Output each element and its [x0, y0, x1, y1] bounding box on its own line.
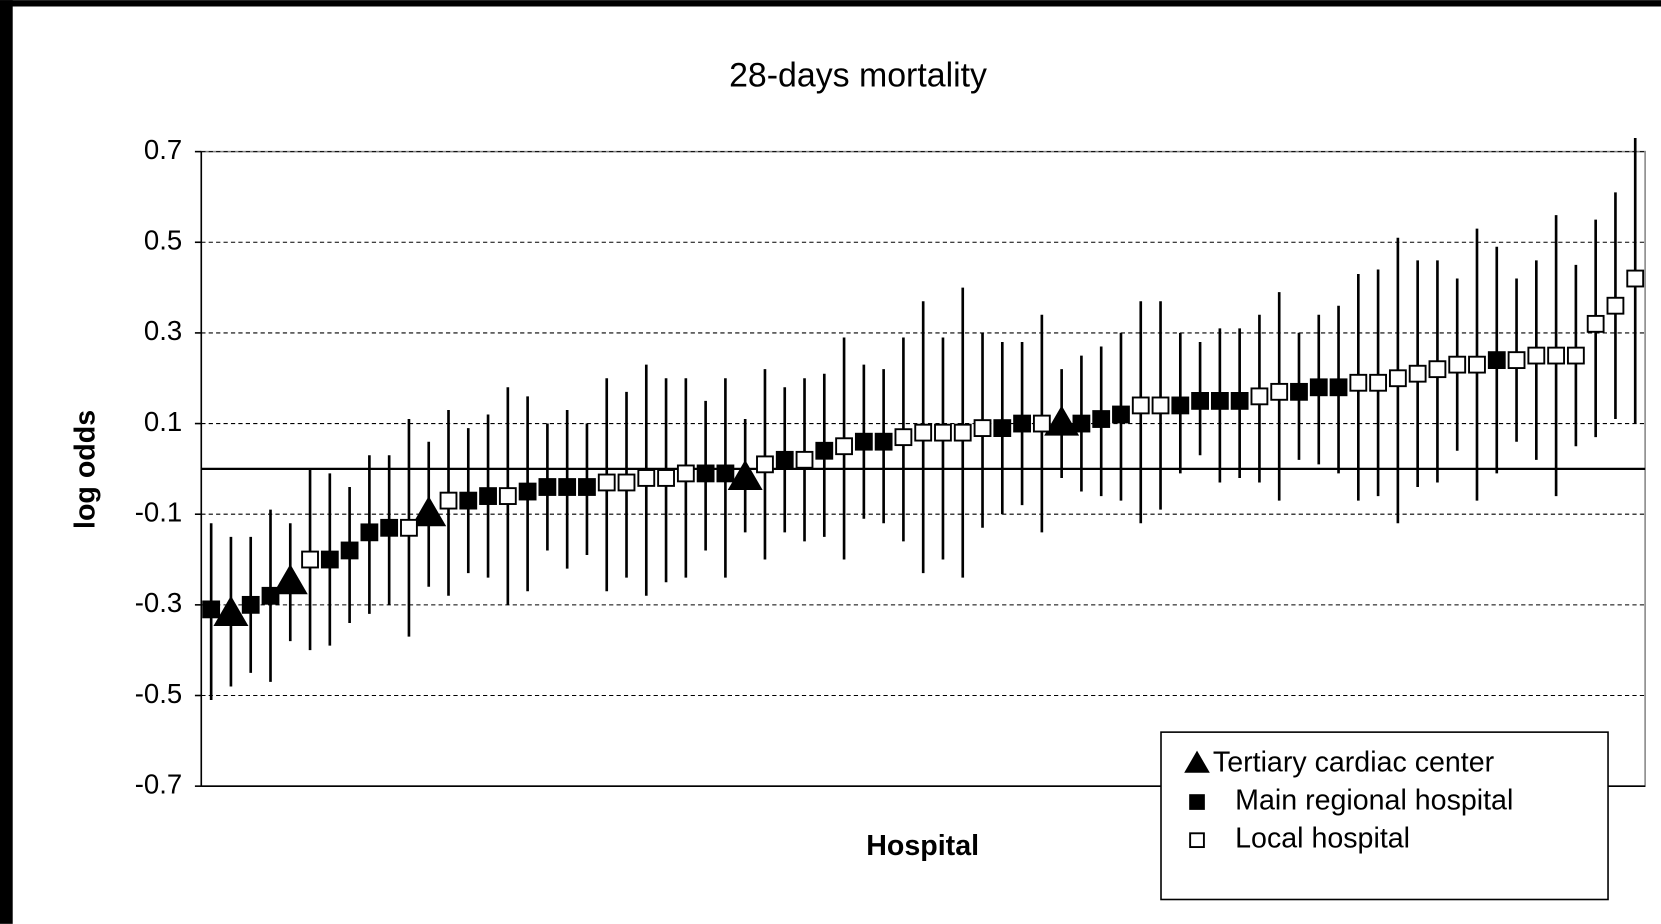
chart-title: 28-days mortality: [729, 56, 987, 94]
open-square-marker: [617, 473, 636, 492]
open-square-marker: [756, 455, 774, 474]
x-axis-label: Hospital: [866, 830, 979, 862]
open-square-marker: [1448, 355, 1467, 374]
open-square-marker: [1566, 346, 1585, 365]
triangle-marker: [1184, 750, 1210, 773]
filled-square-marker: [360, 523, 379, 542]
filled-square-marker: [716, 464, 735, 483]
filled-square-marker: [775, 450, 794, 469]
filled-square-marker: [261, 586, 280, 605]
open-square-marker: [1626, 269, 1645, 288]
legend-box: [1160, 731, 1609, 901]
open-square-marker: [795, 450, 814, 469]
open-square-marker: [953, 423, 972, 442]
open-square-marker: [1369, 373, 1387, 392]
legend-label: Local hospital: [1235, 823, 1410, 855]
open-square-marker: [1270, 382, 1289, 401]
filled-square-marker: [1072, 414, 1091, 433]
open-square-marker: [914, 423, 933, 442]
open-square-marker: [1586, 314, 1605, 333]
filled-square-marker: [1487, 351, 1506, 370]
filled-square-marker: [1309, 378, 1328, 397]
triangle-marker: [1044, 405, 1080, 436]
open-square-marker: [934, 423, 952, 442]
triangle-marker: [272, 564, 308, 595]
open-square-marker: [400, 518, 418, 537]
filled-square-marker: [538, 478, 557, 496]
filled-square-marker: [854, 432, 873, 451]
filled-square-marker: [340, 541, 359, 560]
y-tick-label: 0.7: [144, 134, 182, 165]
open-square-marker: [439, 491, 458, 510]
open-square-marker: [1250, 387, 1269, 406]
filled-square-marker: [993, 419, 1012, 437]
open-square-marker: [1507, 351, 1526, 370]
frame-left: [0, 0, 13, 924]
open-square-marker: [1189, 832, 1205, 849]
filled-square-marker: [1191, 392, 1209, 410]
legend-label: Main regional hospital: [1235, 785, 1513, 817]
open-square-marker: [637, 469, 656, 487]
triangle-marker: [411, 496, 447, 527]
filled-square-marker: [578, 478, 596, 496]
open-square-marker: [973, 419, 992, 437]
filled-square-marker: [1013, 414, 1031, 433]
filled-square-marker: [320, 550, 339, 569]
frame-top: [0, 0, 1661, 7]
triangle-marker: [727, 459, 763, 491]
open-square-marker: [1131, 396, 1150, 415]
filled-square-marker: [459, 491, 478, 510]
y-axis-label: log odds: [69, 410, 101, 529]
filled-square-marker: [241, 595, 260, 614]
filled-square-marker: [696, 464, 715, 483]
open-square-marker: [1032, 414, 1051, 433]
open-square-marker: [597, 473, 616, 492]
open-square-marker: [1388, 369, 1407, 388]
open-square-marker: [657, 469, 675, 487]
filled-square-marker: [1189, 794, 1205, 810]
open-square-marker: [676, 464, 695, 483]
filled-square-marker: [1210, 392, 1229, 410]
filled-square-marker: [202, 600, 221, 619]
filled-square-marker: [1329, 378, 1348, 397]
filled-square-marker: [558, 478, 577, 496]
legend-label: Tertiary cardiac center: [1213, 746, 1495, 778]
y-tick-label: -0.5: [135, 678, 182, 709]
open-square-marker: [894, 428, 913, 447]
y-tick-label: 0.3: [144, 315, 182, 346]
open-square-marker: [1428, 360, 1447, 379]
filled-square-marker: [1092, 410, 1111, 428]
y-tick-label: -0.1: [135, 496, 182, 527]
open-square-marker: [1151, 396, 1170, 415]
open-square-marker: [835, 437, 853, 456]
filled-square-marker: [1171, 396, 1190, 415]
open-square-marker: [498, 487, 517, 505]
filled-square-marker: [518, 482, 537, 501]
y-tick-label: -0.3: [135, 587, 182, 618]
filled-square-marker: [874, 432, 893, 451]
triangle-marker: [213, 595, 249, 626]
y-tick-label: -0.7: [135, 768, 182, 799]
filled-square-marker: [815, 441, 834, 460]
open-square-marker: [1547, 346, 1566, 365]
open-square-marker: [1606, 296, 1625, 315]
filled-square-marker: [1112, 405, 1130, 424]
open-square-marker: [301, 550, 319, 569]
y-tick-label: 0.5: [144, 225, 182, 256]
filled-square-marker: [1290, 382, 1308, 401]
y-tick-label: 0.1: [144, 406, 182, 437]
legend: Tertiary cardiac center Main regional hos…: [1160, 731, 1609, 901]
open-square-marker: [1527, 346, 1546, 365]
open-square-marker: [1349, 373, 1368, 392]
filled-square-marker: [1230, 392, 1249, 410]
open-square-marker: [1408, 364, 1427, 383]
open-square-marker: [1468, 355, 1486, 374]
filled-square-marker: [380, 518, 399, 537]
filled-square-marker: [479, 487, 497, 505]
